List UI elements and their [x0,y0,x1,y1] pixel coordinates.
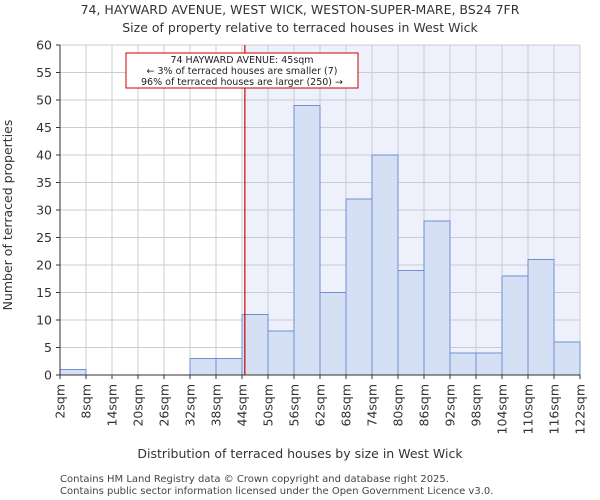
x-tick-label: 110sqm [521,384,536,434]
x-tick-label: 104sqm [495,384,510,434]
annotation-line-1: 74 HAYWARD AVENUE: 45sqm [170,55,313,66]
x-tick-label: 92sqm [443,384,458,427]
histogram-bar [241,314,269,376]
y-tick-label: 45 [36,120,52,135]
histogram-bar [553,341,581,376]
annotation-box: 74 HAYWARD AVENUE: 45sqm ← 3% of terrace… [125,52,359,89]
histogram-bar [189,358,217,376]
x-tick-label: 44sqm [235,384,250,427]
y-tick-label: 35 [36,175,52,190]
y-tick-label: 25 [36,230,52,245]
x-axis-label: Distribution of terraced houses by size … [137,446,463,461]
x-tick-label: 38sqm [209,384,224,427]
histogram-bar [397,270,425,376]
y-tick-label: 5 [44,340,52,355]
x-tick-label: 80sqm [391,384,406,427]
x-tick-label: 122sqm [573,384,588,434]
x-tick-label: 32sqm [183,384,198,427]
annotation-border [125,52,359,89]
x-tick-labels: 2sqm 8sqm 14sqm 20sqm 26sqm 32sqm 38sqm 44sqm 50… [53,375,588,434]
histogram-bar [267,330,295,376]
histogram-bar [527,259,555,376]
annotation-line-2: ← 3% of terraced houses are smaller (7) [147,66,338,77]
x-tick-label: 8sqm [79,384,94,419]
histogram-bar [371,154,399,376]
histogram-bar [449,352,477,376]
y-axis-label: Number of terraced properties [0,120,15,311]
histogram-bar [501,275,529,376]
y-tick-label: 10 [36,313,52,328]
x-tick-label: 14sqm [105,384,120,427]
footer-line-2: Contains public sector information licen… [60,486,493,497]
bars [59,105,581,376]
histogram-bar [475,352,503,376]
y-tick-label: 20 [36,258,52,273]
histogram-bar [345,198,373,376]
histogram-bar [319,292,347,376]
histogram-bar [59,369,87,376]
histogram-bar [293,105,321,376]
y-tick-label: 30 [36,203,52,218]
x-tick-label: 62sqm [313,384,328,427]
y-tick-label: 55 [36,65,52,80]
x-tick-label: 56sqm [287,384,302,427]
y-tick-labels: 0 5 10 15 20 25 30 35 40 45 50 55 60 [36,38,60,383]
x-tick-label: 50sqm [261,384,276,427]
x-tick-label: 20sqm [131,384,146,427]
histogram-bar [215,358,243,376]
x-tick-label: 86sqm [417,384,432,427]
annotation-line-3: 96% of terraced houses are larger (250) … [141,77,343,88]
x-tick-label: 26sqm [157,384,172,427]
x-tick-label: 74sqm [365,384,380,427]
y-tick-label: 40 [36,148,52,163]
chart-title: 74, HAYWARD AVENUE, WEST WICK, WESTON-SU… [81,2,520,17]
y-tick-label: 0 [44,368,52,383]
y-tick-label: 50 [36,93,52,108]
footer-line-1: Contains HM Land Registry data © Crown c… [60,474,449,485]
histogram-bar [423,220,451,376]
y-tick-label: 15 [36,285,52,300]
chart-subtitle: Size of property relative to terraced ho… [122,20,478,35]
x-tick-label: 2sqm [53,384,68,419]
x-tick-label: 116sqm [547,384,562,434]
y-tick-label: 60 [36,38,52,53]
x-tick-label: 98sqm [469,384,484,427]
x-tick-label: 68sqm [339,384,354,427]
